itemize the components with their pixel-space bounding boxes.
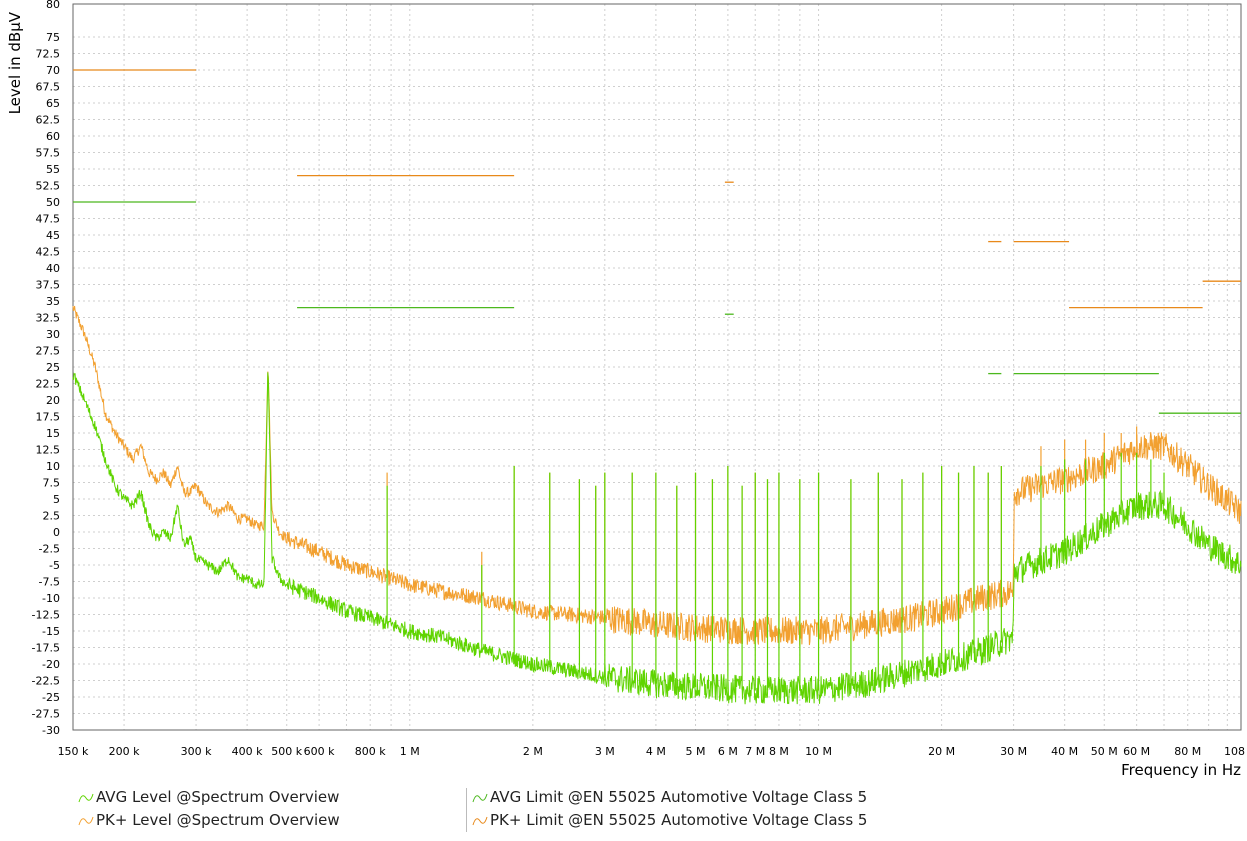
x-tick-label: 5 M (686, 745, 706, 758)
y-tick-label: 45 (46, 229, 60, 242)
x-tick-label: 108 M (1224, 745, 1247, 758)
wave-icon (78, 816, 94, 825)
wave-icon (472, 793, 488, 802)
x-tick-label: 4 M (646, 745, 666, 758)
legend-item-pk-level: PK+ Level @Spectrum Overview (78, 811, 340, 829)
y-tick-label: 55 (46, 163, 60, 176)
x-tick-label: 300 k (181, 745, 212, 758)
y-tick-label: 10 (46, 460, 60, 473)
x-tick-label: 80 M (1174, 745, 1201, 758)
trace-line (72, 372, 1242, 705)
y-tick-label: 72.5 (36, 48, 61, 61)
y-tick-label: 15 (46, 427, 60, 440)
y-tick-label: 25 (46, 361, 60, 374)
y-tick-label: 80 (46, 0, 60, 11)
x-tick-label: 20 M (928, 745, 955, 758)
y-tick-label: -2.5 (39, 543, 60, 556)
x-tick-label: 6 M (718, 745, 738, 758)
y-tick-label: 67.5 (36, 81, 61, 94)
y-tick-label: -27.5 (32, 708, 60, 721)
y-tick-label: -30 (42, 724, 60, 737)
y-tick-label: 57.5 (36, 147, 61, 160)
y-tick-label: 27.5 (36, 345, 61, 358)
x-tick-label: 40 M (1051, 745, 1078, 758)
x-tick-label: 30 M (1000, 745, 1027, 758)
legend-item-pk-limit: PK+ Limit @EN 55025 Automotive Voltage C… (472, 811, 867, 829)
legend-item-avg-level: AVG Level @Spectrum Overview (78, 788, 339, 806)
y-tick-label: 52.5 (36, 180, 61, 193)
x-tick-label: 8 M (769, 745, 789, 758)
x-tick-label: 50 M (1091, 745, 1118, 758)
y-tick-label: 30 (46, 328, 60, 341)
legend-label: AVG Limit @EN 55025 Automotive Voltage C… (490, 788, 868, 806)
y-tick-label: 37.5 (36, 279, 61, 292)
x-tick-label: 10 M (805, 745, 832, 758)
y-tick-label: 70 (46, 64, 60, 77)
y-tick-label: 32.5 (36, 312, 61, 325)
wave-icon (78, 793, 94, 802)
plot-frame (72, 3, 1242, 731)
y-tick-label: 75 (46, 31, 60, 44)
y-axis-ticks: 807572.57067.56562.56057.55552.55047.545… (32, 0, 60, 737)
limit-lines (73, 69, 1241, 414)
x-tick-label: 7 M (745, 745, 765, 758)
y-tick-label: 47.5 (36, 213, 61, 226)
legend-label: AVG Level @Spectrum Overview (96, 788, 340, 806)
x-tick-label: 800 k (355, 745, 386, 758)
x-tick-label: 2 M (523, 745, 543, 758)
x-tick-label: 150 k (58, 745, 89, 758)
y-tick-label: 60 (46, 130, 60, 143)
y-tick-label: -17.5 (32, 642, 60, 655)
y-tick-label: -25 (42, 691, 60, 704)
y-tick-label: -20 (42, 658, 60, 671)
y-tick-label: -7.5 (39, 576, 60, 589)
y-tick-label: 65 (46, 97, 60, 110)
legend-label: PK+ Level @Spectrum Overview (96, 811, 340, 829)
legend-label: PK+ Limit @EN 55025 Automotive Voltage C… (490, 811, 868, 829)
legend-item-avg-limit: AVG Limit @EN 55025 Automotive Voltage C… (472, 788, 867, 806)
y-axis-label: Level in dBµV (6, 11, 24, 114)
y-tick-label: 2.5 (43, 510, 61, 523)
measurement-traces (72, 305, 1242, 705)
wave-icon (472, 816, 488, 825)
x-tick-label: 3 M (595, 745, 615, 758)
y-tick-label: -5 (49, 559, 60, 572)
x-tick-label: 500 k (271, 745, 302, 758)
legend-divider (466, 788, 467, 832)
y-tick-label: 12.5 (36, 444, 61, 457)
trace-line (72, 305, 1242, 646)
y-tick-label: -10 (42, 592, 60, 605)
y-tick-label: 0 (53, 526, 60, 539)
y-tick-label: 62.5 (36, 114, 61, 127)
y-tick-label: 20 (46, 394, 60, 407)
x-tick-label: 600 k (304, 745, 335, 758)
y-tick-label: 50 (46, 196, 60, 209)
y-tick-label: 40 (46, 262, 60, 275)
y-tick-label: 22.5 (36, 378, 61, 391)
y-tick-label: 5 (53, 493, 60, 506)
x-tick-label: 400 k (232, 745, 263, 758)
x-tick-label: 1 M (400, 745, 420, 758)
y-tick-label: -15 (42, 625, 60, 638)
y-tick-label: 35 (46, 295, 60, 308)
y-tick-label: 17.5 (36, 411, 61, 424)
x-axis-label: Frequency in Hz (1121, 761, 1241, 779)
x-axis-ticks: 150 k 200 k 300 k 400 k 500 k 600 k 800 k 1 M 2 … (58, 745, 1247, 758)
y-tick-label: -22.5 (32, 675, 60, 688)
y-tick-label: 7.5 (43, 477, 61, 490)
x-tick-label: 200 k (109, 745, 140, 758)
x-tick-label: 60 M (1123, 745, 1150, 758)
y-tick-label: -12.5 (32, 609, 60, 622)
y-tick-label: 42.5 (36, 246, 61, 259)
